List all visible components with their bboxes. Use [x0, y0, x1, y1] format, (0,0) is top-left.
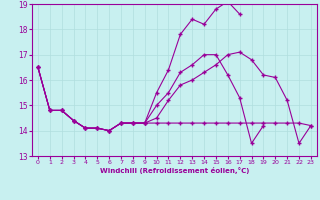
X-axis label: Windchill (Refroidissement éolien,°C): Windchill (Refroidissement éolien,°C)	[100, 167, 249, 174]
